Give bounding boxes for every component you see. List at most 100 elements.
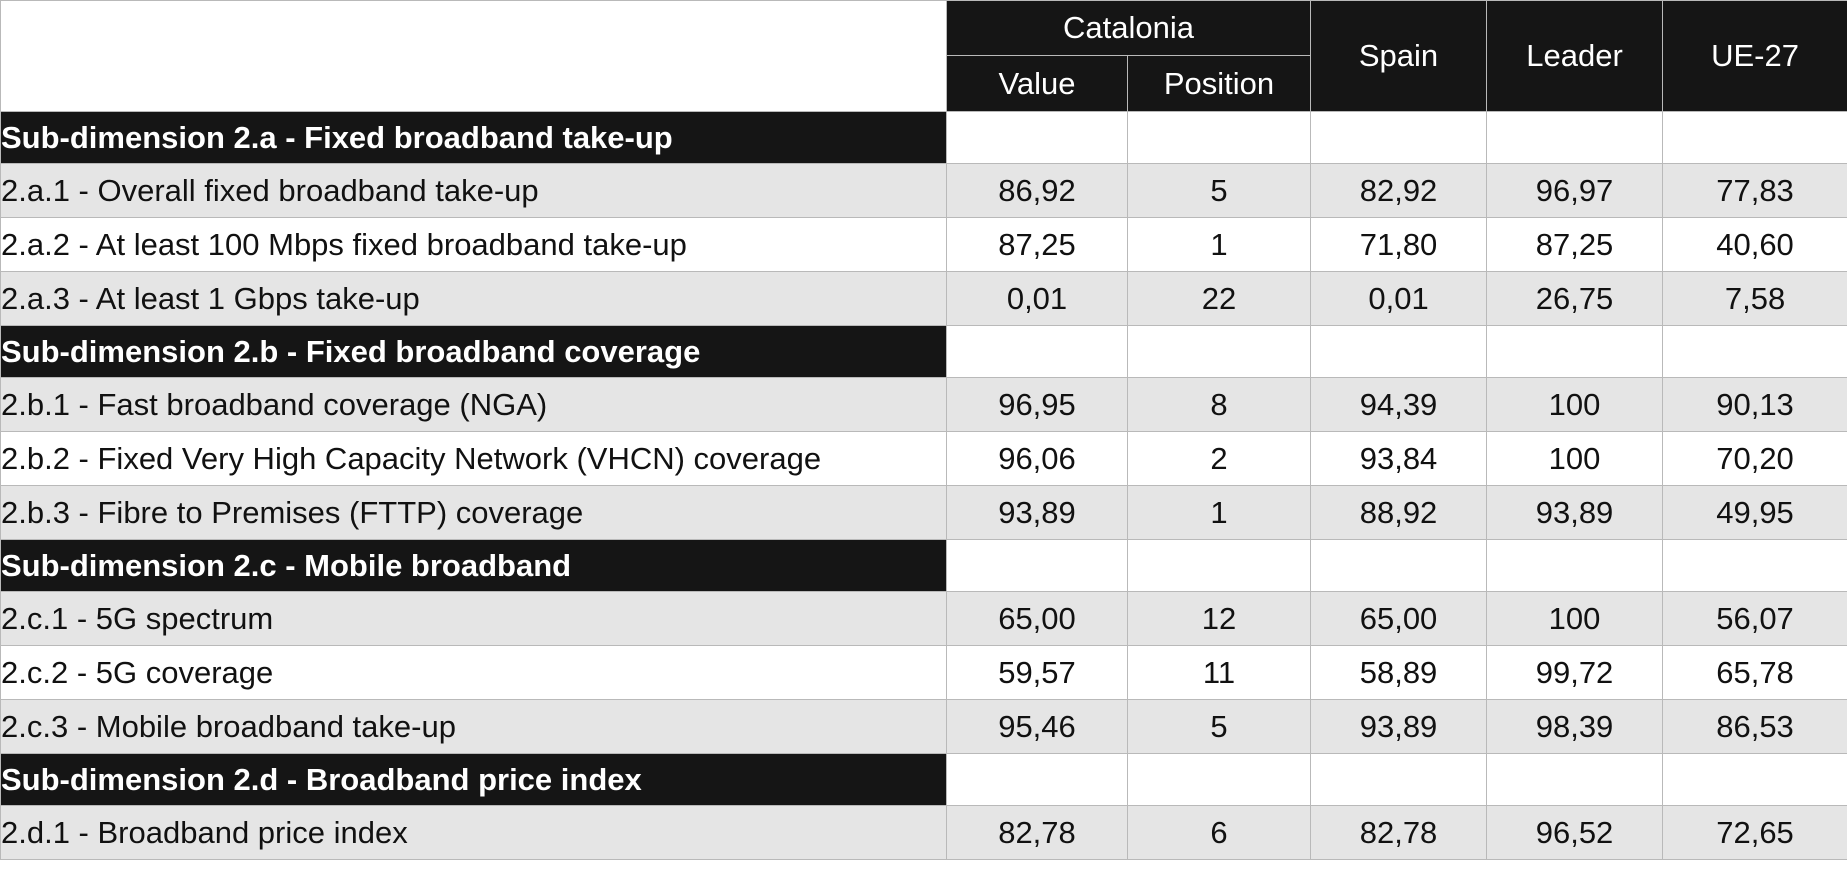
table-row: 2.b.3 - Fibre to Premises (FTTP) coverag… [0,485,1847,540]
cell-position: 5 [1126,163,1312,218]
section-empty-cell [1486,539,1664,592]
section-empty-cell [1662,539,1847,592]
header-eu27: UE-27 [1662,0,1847,112]
cell-eu: 49,95 [1662,485,1847,540]
table-row: 2.c.1 - 5G spectrum 65,00 12 65,00 100 56,07 [0,591,1847,646]
section-empty-cell [1126,325,1312,378]
cell-leader: 98,39 [1486,699,1664,754]
cell-spain: 65,00 [1310,591,1488,646]
cell-eu: 65,78 [1662,645,1847,700]
indicator-label: 2.b.3 - Fibre to Premises (FTTP) coverag… [0,485,947,540]
section-empty-cell [1486,325,1664,378]
cell-value: 0,01 [946,271,1128,326]
cell-spain: 58,89 [1310,645,1488,700]
indicator-label: 2.c.2 - 5G coverage [0,645,947,700]
indicator-label: 2.a.2 - At least 100 Mbps fixed broadban… [0,217,947,272]
section-empty-cell [1310,111,1488,164]
section-empty-cell [1662,753,1847,806]
header-position: Position [1126,55,1312,112]
cell-value: 86,92 [946,163,1128,218]
table-row: 2.a.3 - At least 1 Gbps take-up 0,01 22 0,0… [0,271,1847,326]
table-row: 2.a.2 - At least 100 Mbps fixed broadban… [0,217,1847,272]
table-row: 2.a.1 - Overall fixed broadband take-up 8… [0,163,1847,218]
section-title: Sub-dimension 2.d - Broadband price inde… [0,753,947,806]
table-row: 2.d.1 - Broadband price index 82,78 6 82,78… [0,805,1847,860]
cell-value: 96,06 [946,431,1128,486]
section-empty-cell [1486,111,1664,164]
section-row: Sub-dimension 2.b - Fixed broadband cove… [0,325,1847,378]
cell-eu: 72,65 [1662,805,1847,860]
section-empty-cell [1662,111,1847,164]
header-value: Value [946,55,1128,112]
cell-value: 96,95 [946,377,1128,432]
section-empty-cell [1310,325,1488,378]
section-row: Sub-dimension 2.d - Broadband price inde… [0,753,1847,806]
section-empty-cell [946,539,1128,592]
table-row: 2.b.2 - Fixed Very High Capacity Network… [0,431,1847,486]
section-empty-cell [1486,753,1664,806]
section-empty-cell [1126,539,1312,592]
cell-position: 8 [1126,377,1312,432]
cell-eu: 90,13 [1662,377,1847,432]
cell-eu: 40,60 [1662,217,1847,272]
header-leader: Leader [1486,0,1664,112]
table-row: 2.b.1 - Fast broadband coverage (NGA) 96,… [0,377,1847,432]
cell-position: 1 [1126,485,1312,540]
cell-spain: 94,39 [1310,377,1488,432]
cell-position: 1 [1126,217,1312,272]
cell-spain: 93,89 [1310,699,1488,754]
section-empty-cell [1126,111,1312,164]
indicator-label: 2.a.1 - Overall fixed broadband take-up [0,163,947,218]
section-empty-cell [946,753,1128,806]
section-title: Sub-dimension 2.c - Mobile broadband [0,539,947,592]
cell-eu: 56,07 [1662,591,1847,646]
cell-leader: 96,52 [1486,805,1664,860]
cell-spain: 82,78 [1310,805,1488,860]
section-empty-cell [1310,539,1488,592]
cell-leader: 26,75 [1486,271,1664,326]
cell-value: 87,25 [946,217,1128,272]
cell-position: 2 [1126,431,1312,486]
section-empty-cell [1126,753,1312,806]
cell-eu: 86,53 [1662,699,1847,754]
cell-leader: 87,25 [1486,217,1664,272]
section-row: Sub-dimension 2.c - Mobile broadband [0,539,1847,592]
cell-spain: 0,01 [1310,271,1488,326]
indicator-label: 2.c.3 - Mobile broadband take-up [0,699,947,754]
cell-position: 5 [1126,699,1312,754]
cell-eu: 70,20 [1662,431,1847,486]
section-title: Sub-dimension 2.b - Fixed broadband cove… [0,325,947,378]
cell-value: 82,78 [946,805,1128,860]
cell-leader: 100 [1486,431,1664,486]
cell-value: 59,57 [946,645,1128,700]
cell-value: 95,46 [946,699,1128,754]
cell-position: 22 [1126,271,1312,326]
indicator-label: 2.a.3 - At least 1 Gbps take-up [0,271,947,326]
header-blank-corner [0,0,947,112]
cell-value: 93,89 [946,485,1128,540]
table-body: Sub-dimension 2.a - Fixed broadband take… [0,111,1847,860]
cell-position: 12 [1126,591,1312,646]
cell-spain: 82,92 [1310,163,1488,218]
cell-spain: 93,84 [1310,431,1488,486]
cell-leader: 96,97 [1486,163,1664,218]
cell-eu: 77,83 [1662,163,1847,218]
indicator-label: 2.d.1 - Broadband price index [0,805,947,860]
cell-position: 6 [1126,805,1312,860]
table-row: 2.c.2 - 5G coverage 59,57 11 58,89 99,72 65,7… [0,645,1847,700]
header-spain: Spain [1310,0,1488,112]
section-empty-cell [1310,753,1488,806]
cell-value: 65,00 [946,591,1128,646]
section-empty-cell [946,111,1128,164]
cell-spain: 88,92 [1310,485,1488,540]
cell-leader: 100 [1486,591,1664,646]
indicator-label: 2.b.1 - Fast broadband coverage (NGA) [0,377,947,432]
section-row: Sub-dimension 2.a - Fixed broadband take… [0,111,1847,164]
indicator-label: 2.c.1 - 5G spectrum [0,591,947,646]
cell-spain: 71,80 [1310,217,1488,272]
cell-leader: 100 [1486,377,1664,432]
indicator-label: 2.b.2 - Fixed Very High Capacity Network… [0,431,947,486]
section-empty-cell [946,325,1128,378]
cell-position: 11 [1126,645,1312,700]
